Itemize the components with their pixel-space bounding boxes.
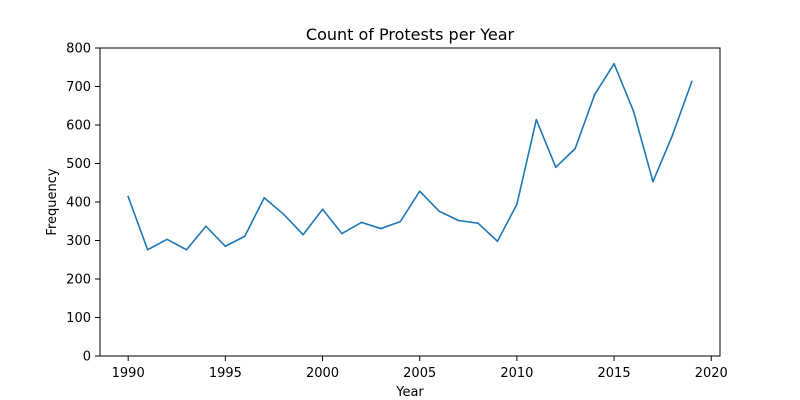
data-point: [418, 190, 421, 193]
data-point: [691, 80, 693, 83]
data-point: [166, 238, 168, 241]
y-axis-ticks: 0 100 200 300 400 500 600 700 800: [66, 42, 100, 365]
y-tick-label: 600: [66, 119, 91, 134]
series-line: [127, 62, 693, 251]
data-point: [243, 235, 246, 238]
y-axis-title: Frequency: [45, 168, 60, 235]
data-point: [282, 213, 285, 216]
x-tick-label: 2005: [403, 366, 436, 381]
y-tick-label: 100: [66, 311, 91, 326]
data-point: [321, 208, 324, 211]
data-point: [302, 233, 304, 236]
data-point: [360, 221, 363, 224]
data-point: [671, 134, 674, 137]
data-points: [127, 62, 693, 251]
y-tick-label: 200: [66, 273, 91, 288]
x-tick-label: 1990: [112, 366, 145, 381]
data-point: [632, 110, 635, 112]
x-axis-title: Year: [395, 385, 424, 400]
x-tick-label: 2015: [598, 366, 631, 381]
data-point: [185, 248, 188, 251]
x-axis-ticks: 1990 1995 2000 2005 2010 2015 2020: [112, 356, 728, 381]
data-point: [516, 203, 518, 206]
data-point: [438, 210, 440, 213]
data-point: [224, 245, 227, 248]
data-point: [593, 93, 596, 96]
y-tick-label: 500: [66, 157, 91, 172]
x-tick-label: 1995: [209, 366, 242, 381]
data-point: [341, 232, 343, 235]
data-point: [263, 196, 266, 199]
x-tick-label: 2000: [306, 366, 339, 381]
data-point: [574, 147, 577, 150]
x-tick-label: 2020: [695, 366, 728, 381]
y-tick-label: 700: [66, 80, 91, 95]
data-point: [496, 240, 499, 243]
data-point: [613, 62, 615, 65]
data-point: [127, 195, 129, 198]
y-tick-label: 300: [66, 234, 91, 249]
data-point: [535, 118, 538, 121]
y-tick-label: 400: [66, 196, 91, 211]
x-tick-label: 2010: [500, 366, 533, 381]
data-point: [554, 166, 557, 169]
data-point: [652, 180, 654, 183]
data-point: [477, 222, 479, 224]
data-point: [146, 248, 149, 251]
y-tick-label: 800: [66, 42, 91, 57]
data-point: [205, 225, 207, 228]
data-point: [399, 220, 402, 223]
data-point: [457, 219, 460, 222]
plot-frame: [99, 47, 721, 357]
chart-title: Count of Protests per Year: [306, 25, 515, 44]
y-tick-label: 0: [83, 350, 91, 365]
data-point: [380, 227, 382, 230]
